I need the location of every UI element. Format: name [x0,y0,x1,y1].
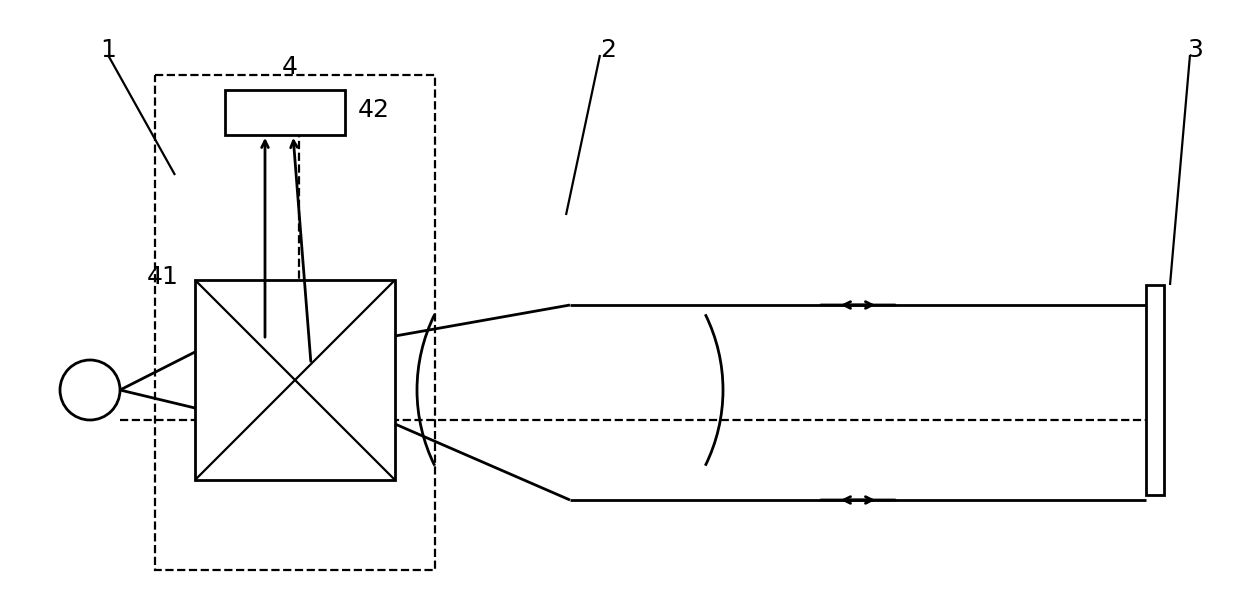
Text: 4: 4 [281,55,298,79]
Bar [1146,285,1164,495]
Text: 2: 2 [600,38,616,62]
Bar [224,90,345,135]
Bar [155,75,435,570]
Text: 41: 41 [148,265,179,289]
Bar [195,280,396,480]
Text: 1: 1 [100,38,115,62]
Text: 3: 3 [1187,38,1203,62]
Text: 42: 42 [358,98,391,122]
